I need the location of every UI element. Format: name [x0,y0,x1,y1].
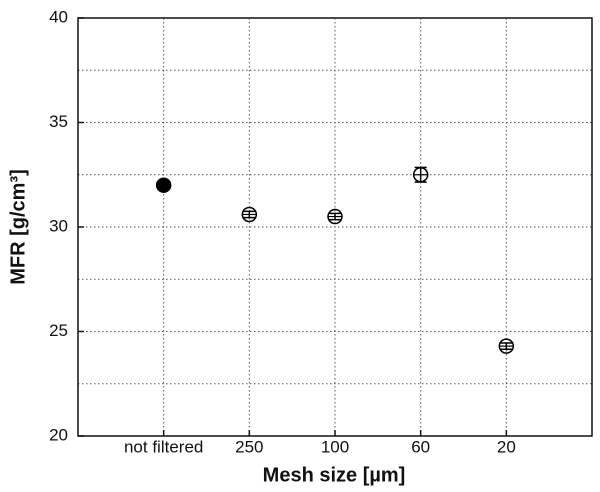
y-tick-label: 20 [49,425,68,444]
y-tick-label: 30 [49,216,68,235]
x-tick-label: 250 [235,437,263,456]
data-point [155,177,172,193]
y-tick-label: 35 [49,112,68,131]
x-tick-label: 100 [321,437,349,456]
y-tick-label: 40 [49,7,68,26]
x-tick-label: 20 [497,437,516,456]
x-axis-title: Mesh size [µm] [263,464,406,486]
x-tick-label: 60 [411,437,430,456]
y-axis-title: MFR [g/cm³] [7,169,29,285]
y-tick-label: 25 [49,321,68,340]
x-tick-label: not filtered [124,437,203,456]
plot-frame [77,17,593,437]
